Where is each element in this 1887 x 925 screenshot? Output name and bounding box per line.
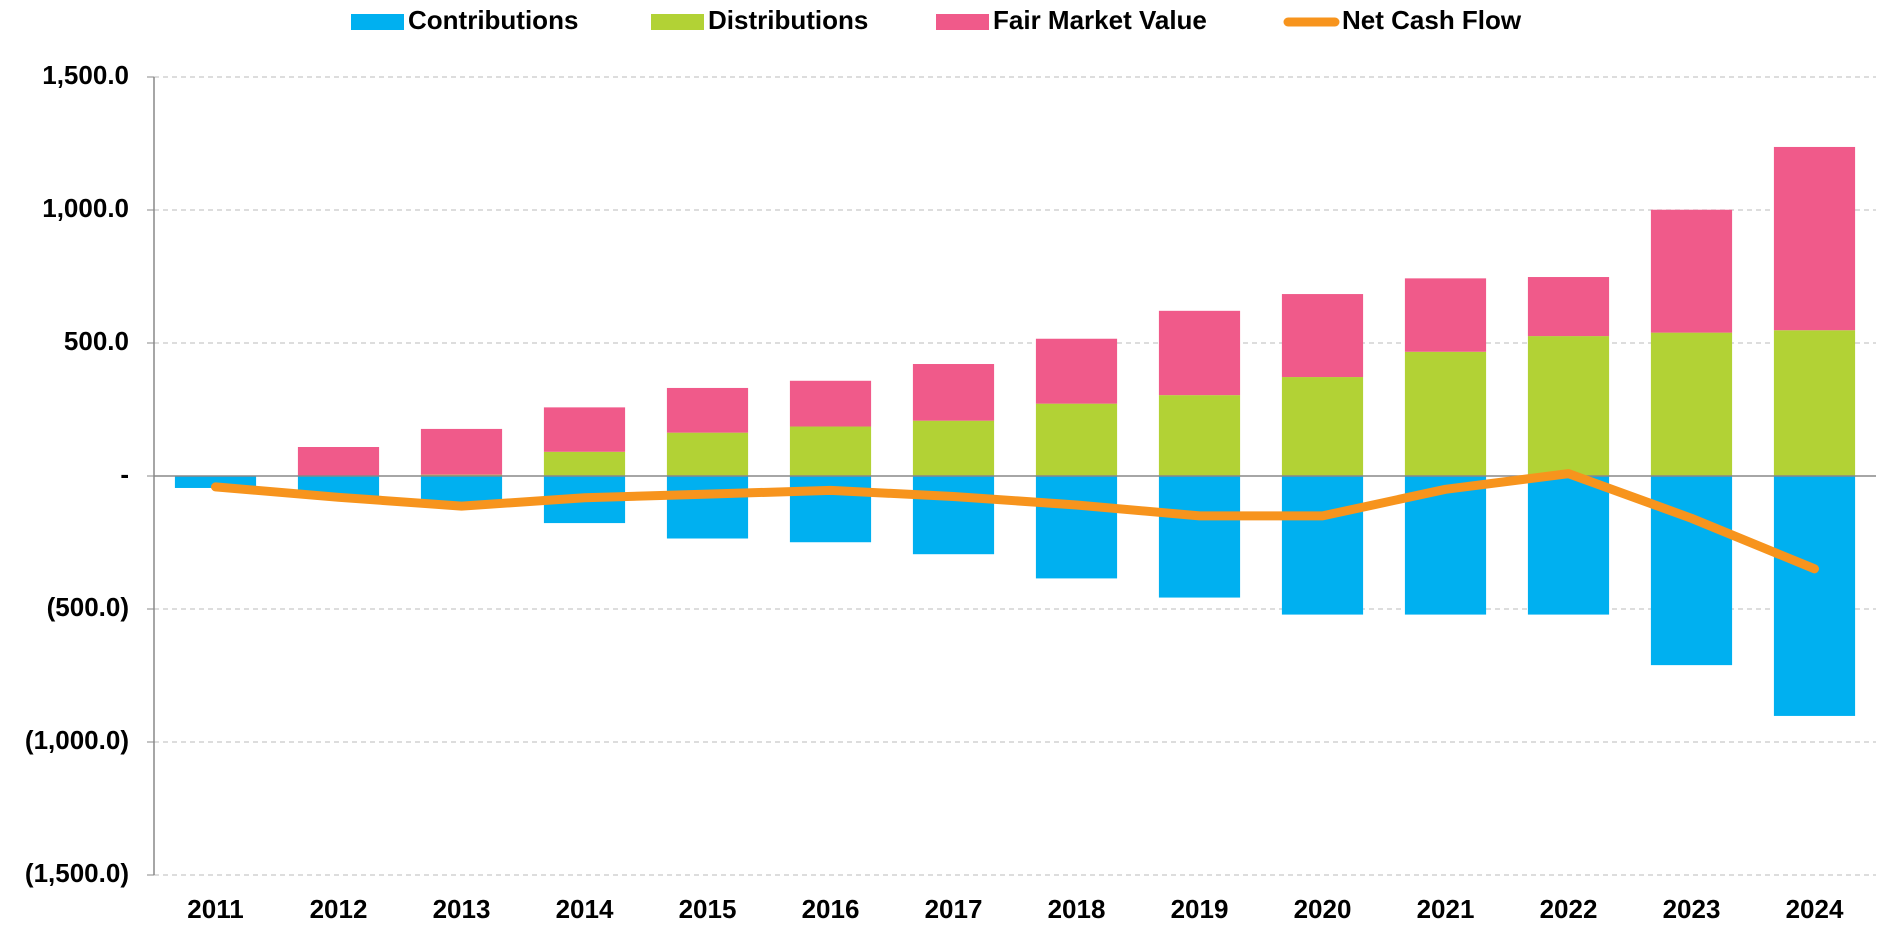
bar [912,476,995,555]
bar [1527,476,1610,615]
x-tick-label: 2012 [310,894,368,924]
x-tick-label: 2019 [1171,894,1229,924]
bar [1773,330,1856,476]
bar [1527,336,1610,476]
bar [1650,209,1733,333]
x-tick-label: 2014 [556,894,614,924]
y-tick-label: (1,000.0) [25,725,129,755]
bar [543,451,626,476]
x-tick-label: 2023 [1663,894,1721,924]
bar [1035,476,1118,579]
bar [1773,476,1856,716]
legend-swatch [351,14,404,30]
y-tick-label: 500.0 [64,326,129,356]
bar [789,426,872,476]
x-tick-label: 2016 [802,894,860,924]
bar [297,447,380,476]
legend-swatch [651,14,704,30]
bar [1281,294,1364,378]
bar [1527,277,1610,337]
bar [666,476,749,539]
x-tick-label: 2021 [1417,894,1475,924]
x-tick-label: 2022 [1540,894,1598,924]
bar [1158,395,1241,476]
bar [1281,377,1364,476]
bar [1035,338,1118,404]
bar [666,432,749,476]
bar [1650,332,1733,476]
x-tick-label: 2011 [187,894,243,924]
y-tick-label: (1,500.0) [25,858,129,888]
y-tick-label: - [120,459,129,489]
bar [1281,476,1364,615]
y-tick-label: (500.0) [47,592,129,622]
legend-label: Net Cash Flow [1342,5,1522,35]
bar [1404,278,1487,352]
bar [1158,476,1241,598]
legend-swatch [936,14,989,30]
bar [1158,310,1241,396]
x-tick-label: 2018 [1048,894,1106,924]
y-tick-label: 1,500.0 [42,60,129,90]
bar [543,407,626,452]
x-tick-label: 2020 [1294,894,1352,924]
x-tick-label: 2017 [925,894,983,924]
bar [666,387,749,433]
bar [1773,146,1856,331]
bar [789,380,872,427]
bar [174,476,257,488]
bar [1404,351,1487,476]
bar [912,364,995,421]
bar [420,428,503,475]
bar [1035,403,1118,476]
bar [912,420,995,476]
x-tick-label: 2013 [433,894,491,924]
legend-label: Contributions [408,5,578,35]
y-tick-label: 1,000.0 [42,193,129,223]
legend-label: Fair Market Value [993,5,1207,35]
x-tick-label: 2015 [679,894,737,924]
line [211,469,1819,574]
legend-label: Distributions [708,5,868,35]
x-tick-label: 2024 [1786,894,1844,924]
